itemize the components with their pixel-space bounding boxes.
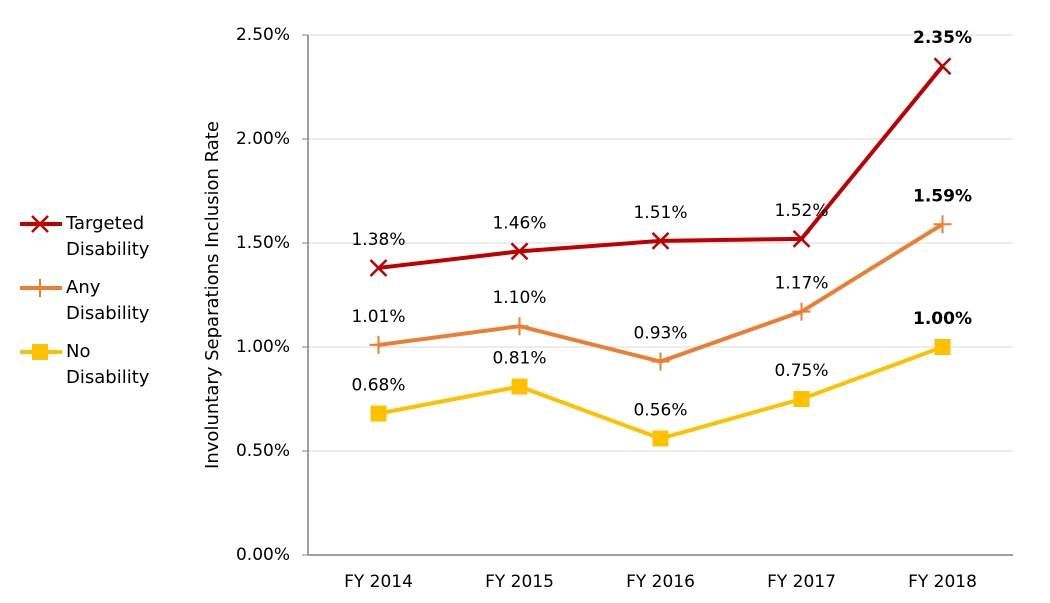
marker (652, 430, 669, 447)
series-line (378, 64, 945, 270)
data-label: 0.75% (774, 361, 828, 381)
marker (792, 229, 811, 248)
data-label: 1.51% (633, 203, 687, 223)
marker (369, 335, 388, 354)
marker (370, 405, 387, 422)
data-label: 1.46% (492, 213, 546, 233)
data-label: 1.52% (774, 201, 828, 221)
marker (510, 317, 529, 336)
y-tick-label: 1.00% (236, 337, 290, 357)
y-tick-label: 2.50% (236, 25, 290, 45)
marker (933, 215, 952, 234)
data-label: 1.59% (913, 186, 972, 206)
marker (651, 232, 670, 250)
x-tick-label: FY 2018 (908, 572, 977, 592)
marker (792, 302, 811, 321)
x-tick-label: FY 2015 (485, 572, 554, 592)
data-label: 0.93% (633, 324, 687, 344)
x-tick-label: FY 2017 (767, 572, 836, 592)
data-label: 0.81% (492, 349, 546, 369)
data-label: 1.38% (351, 230, 405, 250)
data-label: 1.10% (492, 288, 546, 308)
marker (793, 391, 810, 407)
data-label: 0.56% (633, 401, 687, 421)
y-tick-label: 2.00% (236, 129, 290, 149)
marker (369, 259, 388, 277)
legend-label: Targeted Disability (66, 213, 150, 260)
data-label: 0.68% (351, 376, 405, 396)
marker (510, 242, 529, 261)
data-label: 1.01% (351, 307, 405, 327)
legend-label: No Disability (66, 341, 150, 388)
marker (933, 57, 952, 76)
data-label: 1.17% (774, 274, 828, 294)
legend-label: Any Disability (66, 277, 150, 324)
marker (651, 352, 670, 371)
marker (934, 339, 951, 355)
y-tick-label: 0.00% (236, 545, 290, 565)
y-tick-label: 1.50% (236, 233, 290, 253)
data-label: 1.00% (913, 309, 972, 329)
y-tick-label: 0.50% (236, 441, 290, 461)
y-axis-title: Involuntary Separations Inclusion Rate (202, 121, 223, 469)
x-tick-label: FY 2014 (344, 572, 413, 592)
x-tick-label: FY 2016 (626, 572, 695, 592)
marker (511, 378, 528, 395)
data-label: 2.35% (913, 28, 972, 48)
